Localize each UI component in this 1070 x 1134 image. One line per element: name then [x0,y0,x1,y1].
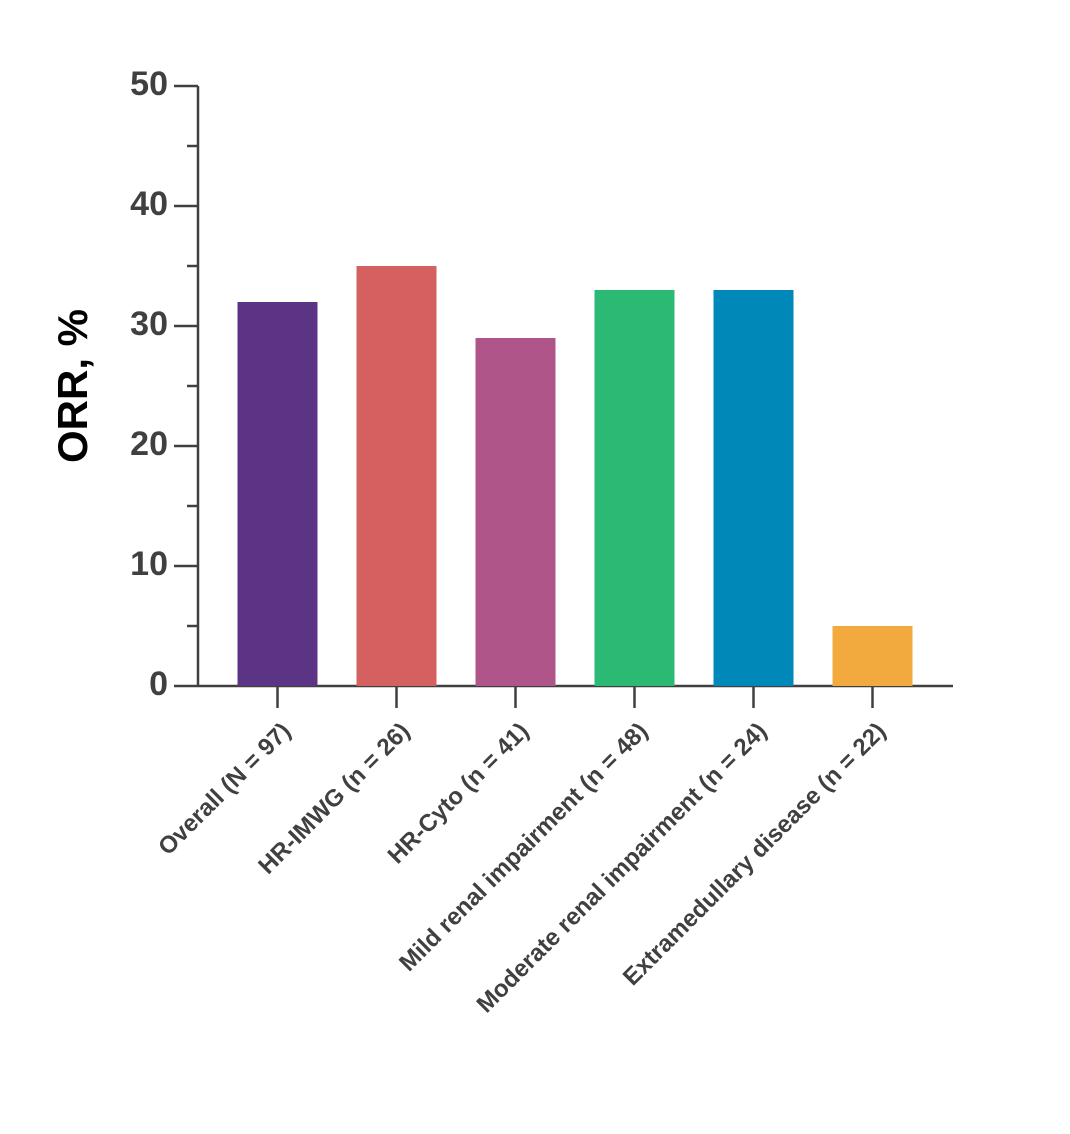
y-axis-title: ORR, % [49,309,96,463]
bar [237,302,318,686]
x-tick-label: Extramedullary disease (n = 22) [618,718,891,991]
bar [594,290,675,686]
bar [713,290,794,686]
y-tick-label: 10 [130,545,168,583]
y-tick-label: 50 [130,65,168,103]
bar [832,626,913,686]
x-tick-label: Mild renal impairment (n = 48) [394,718,653,977]
y-tick-label: 40 [130,185,168,223]
y-tick-label: 0 [149,665,168,703]
bar [475,338,556,686]
y-tick-label: 20 [130,425,168,463]
bar [356,266,437,686]
y-tick-label: 30 [130,305,168,343]
